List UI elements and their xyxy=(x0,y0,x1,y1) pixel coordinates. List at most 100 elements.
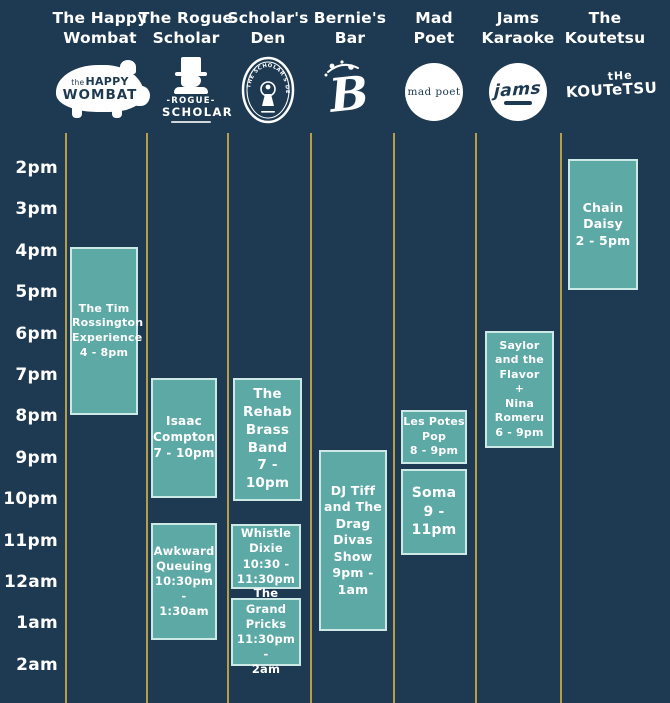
venue-title-line: The xyxy=(588,9,622,27)
venue-title-line: Den xyxy=(250,29,286,47)
top-hat-shape xyxy=(181,57,201,72)
event-les-potes-pop: Les Potes Pop 8 - 9pm xyxy=(401,410,467,464)
scholars-den-badge-icon: THE SCHOLAR'S DEN xyxy=(239,52,295,124)
event-soma: Soma 9 - 11pm xyxy=(401,469,467,555)
koutetsu-logo-text-bottom: KOUTeTSU xyxy=(565,78,658,102)
venue-title-line: Poet xyxy=(413,29,455,47)
time-label-7pm: 7pm xyxy=(15,365,58,385)
wombat-body-shape: theHAPPY WOMBAT xyxy=(56,65,144,112)
event-title: Isaac Compton xyxy=(153,414,216,445)
event-title: Whistle Dixie xyxy=(240,526,292,556)
venue-title-koutetsu: The Koutetsu xyxy=(553,8,657,48)
wombat-leg-shape xyxy=(112,108,122,118)
time-label-12am: 12am xyxy=(3,572,58,592)
event-title: Awkward Queuing xyxy=(153,543,215,573)
event-time: 7 - 10pm xyxy=(153,445,215,460)
event-time: 8 - 9pm xyxy=(409,444,459,458)
time-label-6pm: 6pm xyxy=(15,323,58,344)
bernie-b-glyph: B xyxy=(325,65,371,120)
event-time: 10:30 - 11:30pm xyxy=(236,556,296,586)
venue-title-rogue-scholar: The Rogue Scholar xyxy=(134,8,238,48)
column-divider-6 xyxy=(560,133,562,703)
event-title: Chain Daisy xyxy=(582,199,624,232)
venue-title-line: Scholar's xyxy=(227,9,309,27)
time-label-2pm: 2pm xyxy=(15,158,58,178)
event-dj-tiff: DJ Tiff and The Drag Divas Show 9pm - 1am xyxy=(319,450,387,631)
event-isaac-compton: Isaac Compton 7 - 10pm xyxy=(151,378,217,498)
event-time: 7 - 10pm xyxy=(245,457,290,492)
event-awkward-queuing: Awkward Queuing 10:30pm - 1:30am xyxy=(151,523,217,640)
column-divider-4 xyxy=(393,133,395,703)
event-title: The Tim Rossington Experience xyxy=(72,301,144,344)
venue-title-jams-karaoke: Jams Karaoke xyxy=(466,8,570,48)
mad-poet-logo-text: mad poet xyxy=(407,86,461,98)
time-label-5pm: 5pm xyxy=(15,282,58,303)
venue-title-line: Wombat xyxy=(63,29,137,47)
column-divider-3 xyxy=(310,133,312,703)
wombat-logo-text-bottom: WOMBAT xyxy=(62,86,138,103)
shoulders-shape xyxy=(174,87,208,94)
jams-karaoke-logo-icon: jams xyxy=(489,63,547,121)
rogue-logo-text: -ROGUE- xyxy=(166,96,216,106)
event-whistle-dixie: Whistle Dixie 10:30 - 11:30pm xyxy=(231,524,301,589)
event-tim-rossington: The Tim Rossington Experience 4 - 8pm xyxy=(70,247,144,415)
venue-title-line: The Happy xyxy=(52,9,148,27)
venue-title-line: Bernie's xyxy=(313,9,387,27)
event-title: Les Potes Pop xyxy=(403,415,465,443)
bernies-b-svg: B xyxy=(324,60,371,123)
time-label-2am: 2am xyxy=(16,654,58,675)
time-label-10pm: 10pm xyxy=(3,489,58,510)
event-time: 6 - 9pm xyxy=(495,425,544,439)
event-title: DJ Tiff and The Drag Divas Show xyxy=(324,482,382,564)
venue-title-happy-wombat: The Happy Wombat xyxy=(48,8,152,48)
column-divider-5 xyxy=(475,133,477,703)
time-label-11pm: 11pm xyxy=(3,530,58,551)
venue-title-scholars-den: Scholar's Den xyxy=(216,8,320,48)
event-time: 2 - 5pm xyxy=(575,232,631,248)
event-chain-daisy: Chain Daisy 2 - 5pm xyxy=(568,159,638,290)
time-label-1am: 1am xyxy=(16,613,58,634)
hat-brim-shape xyxy=(175,72,207,76)
event-rehab-brass-band: The Rehab Brass Band 7 - 10pm xyxy=(233,378,302,501)
jams-logo-text: jams xyxy=(493,77,543,102)
venue-title-line: Koutetsu xyxy=(564,29,646,47)
event-grand-pricks: The Grand Pricks 11:30pm - 2am xyxy=(231,586,301,676)
venue-title-line: Mad xyxy=(415,9,453,27)
venue-title-line: Bar xyxy=(334,29,366,47)
scholar-logo-text: SCHOLAR xyxy=(162,105,234,119)
venue-title-mad-poet: Mad Poet xyxy=(382,8,486,48)
head-silhouette-shape xyxy=(181,76,201,87)
venue-title-line: The Rogue xyxy=(138,9,234,27)
event-saylor-nina: Saylor and the Flavor + Nina Romeru 6 - 9… xyxy=(485,331,554,448)
time-label-4pm: 4pm xyxy=(15,240,58,261)
scholars-den-badge-svg: THE SCHOLAR'S DEN xyxy=(239,52,295,124)
event-title: The Grand Pricks xyxy=(245,586,287,631)
event-time: 9 - 11pm xyxy=(411,503,457,539)
column-divider-0 xyxy=(65,133,67,703)
koutetsu-logo-icon: tHe KOUTeTSU xyxy=(565,68,658,116)
venue-title-line: Scholar xyxy=(152,29,220,47)
time-label-3pm: 3pm xyxy=(15,199,58,220)
venue-title-bernies-bar: Bernie's Bar xyxy=(298,8,402,48)
event-time: 11:30pm - 2am xyxy=(236,632,296,677)
column-divider-1 xyxy=(146,133,148,703)
bernies-bar-logo-icon: B xyxy=(318,58,380,123)
column-divider-2 xyxy=(227,133,229,703)
event-title: Soma xyxy=(411,485,457,502)
venue-title-line: Karaoke xyxy=(481,29,555,47)
event-time: 9pm - 1am xyxy=(332,565,374,597)
event-title: The Rehab Brass Band xyxy=(243,386,292,456)
event-time: 4 - 8pm xyxy=(79,345,129,359)
event-time: 10:30pm - 1:30am xyxy=(154,573,214,619)
event-title: Saylor and the Flavor + Nina Romeru xyxy=(494,338,545,425)
time-label-8pm: 8pm xyxy=(15,406,58,427)
jams-banner-shape xyxy=(504,100,532,105)
wombat-logo-text-top: theHAPPY xyxy=(71,74,129,88)
wombat-leg-shape xyxy=(72,108,82,118)
happy-wombat-logo-icon: theHAPPY WOMBAT xyxy=(56,60,150,118)
time-label-9pm: 9pm xyxy=(15,447,58,468)
venue-title-line: Jams xyxy=(496,9,540,27)
rogue-scholar-logo-icon: -ROGUE- SCHOLAR xyxy=(162,57,234,123)
mad-poet-logo-icon: mad poet xyxy=(405,63,463,121)
